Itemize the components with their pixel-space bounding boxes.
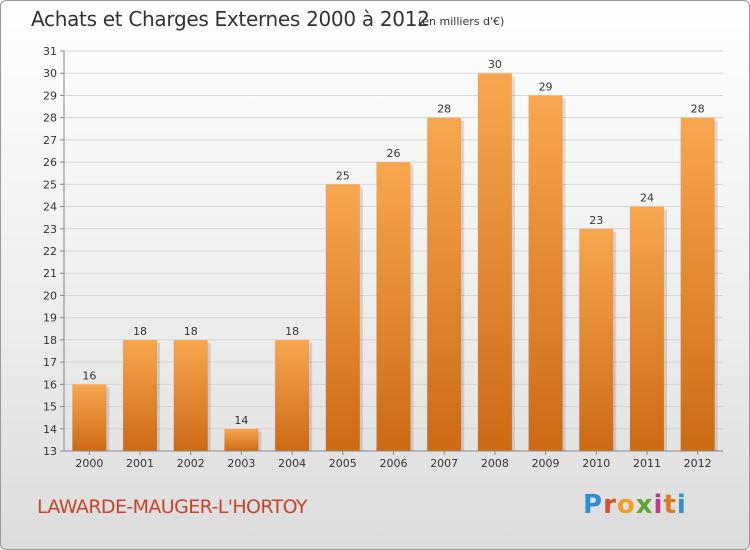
chart-title: Achats et Charges Externes 2000 à 2012 — [31, 7, 430, 31]
y-tick-label: 13 — [43, 445, 57, 458]
y-tick-label: 14 — [43, 423, 57, 436]
x-tick-label: 2006 — [380, 457, 408, 470]
bar — [579, 228, 614, 451]
logo-letter: i — [653, 490, 664, 520]
x-tick-label: 2010 — [582, 457, 610, 470]
x-tick-label: 2003 — [227, 457, 255, 470]
y-tick-label: 28 — [43, 112, 57, 125]
x-tick-label: 2005 — [329, 457, 357, 470]
y-tick-label: 18 — [43, 334, 57, 347]
bar — [72, 384, 107, 451]
data-label: 25 — [336, 169, 350, 182]
data-label: 18 — [184, 325, 198, 338]
y-tick-label: 31 — [43, 45, 57, 58]
y-tick-label: 23 — [43, 223, 57, 236]
data-label: 30 — [488, 58, 502, 71]
bar — [427, 117, 462, 452]
y-tick-label: 20 — [43, 289, 57, 302]
y-axis: 13 14 15 16 17 18 19 20 21 22 23 24 25 26 27 28 29 30 31 — [43, 45, 65, 458]
x-axis: 2000 2001 2002 2003 2004 2005 2006 2007 2008 2009… — [64, 450, 723, 470]
x-tick-label: 2007 — [430, 457, 458, 470]
data-label: 26 — [387, 147, 401, 160]
y-tick-label: 21 — [43, 267, 57, 280]
logo-letter: i — [676, 490, 687, 520]
bar — [173, 339, 208, 451]
chart-unit: (en milliers d'€) — [418, 15, 505, 28]
logo-letter: x — [635, 490, 654, 520]
logo-letter: o — [616, 490, 636, 520]
bar — [680, 117, 715, 452]
y-tick-label: 15 — [43, 401, 57, 414]
y-tick-label: 30 — [43, 67, 57, 80]
bars — [72, 73, 718, 452]
x-tick-label: 2002 — [177, 457, 205, 470]
logo-letter: t — [663, 490, 677, 520]
data-label: 29 — [539, 80, 553, 93]
bar — [477, 73, 512, 451]
x-tick-label: 2011 — [633, 457, 661, 470]
x-tick-label: 2009 — [532, 457, 560, 470]
x-tick-label: 2008 — [481, 457, 509, 470]
y-tick-label: 26 — [43, 156, 57, 169]
y-tick-label: 25 — [43, 178, 57, 191]
data-label: 23 — [589, 214, 603, 227]
data-label: 18 — [133, 325, 147, 338]
data-label: 14 — [234, 414, 248, 427]
y-tick-label: 17 — [43, 356, 57, 369]
x-tick-label: 2001 — [126, 457, 154, 470]
proxiti-logo: Proxiti — [583, 490, 687, 520]
y-tick-label: 24 — [43, 201, 57, 214]
bar — [325, 184, 360, 452]
location-name: LAWARDE-MAUGER-L'HORTOY — [37, 496, 308, 518]
data-label: 16 — [82, 369, 96, 382]
x-tick-label: 2004 — [278, 457, 306, 470]
bar — [275, 339, 310, 451]
data-label: 28 — [437, 103, 451, 116]
x-tick-label: 2000 — [75, 457, 103, 470]
bar — [376, 162, 411, 451]
logo-letter: P — [583, 490, 604, 520]
bar — [629, 206, 664, 451]
bar — [224, 428, 259, 451]
logo-letter: r — [603, 490, 617, 520]
data-labels: 16 18 18 14 18 25 26 28 30 29 23 24 28 — [82, 58, 704, 427]
bar — [528, 95, 563, 451]
data-label: 24 — [640, 192, 654, 205]
y-tick-label: 22 — [43, 245, 57, 258]
data-label: 28 — [691, 103, 705, 116]
bar — [123, 339, 158, 451]
data-label: 18 — [285, 325, 299, 338]
y-tick-label: 16 — [43, 378, 57, 391]
x-tick-label: 2012 — [684, 457, 712, 470]
y-tick-label: 29 — [43, 89, 57, 102]
y-tick-label: 19 — [43, 312, 57, 325]
y-tick-label: 27 — [43, 134, 57, 147]
